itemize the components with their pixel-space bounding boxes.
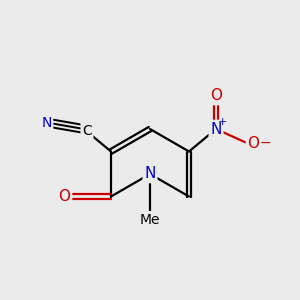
Text: +: + [218, 117, 227, 128]
Text: N: N [41, 116, 52, 130]
Text: −: − [260, 136, 271, 149]
Text: Me: Me [140, 213, 160, 226]
Text: C: C [82, 124, 92, 137]
Text: O: O [248, 136, 260, 152]
Text: N: N [210, 122, 222, 136]
Text: N: N [144, 167, 156, 182]
Text: O: O [210, 88, 222, 104]
Text: O: O [58, 189, 70, 204]
